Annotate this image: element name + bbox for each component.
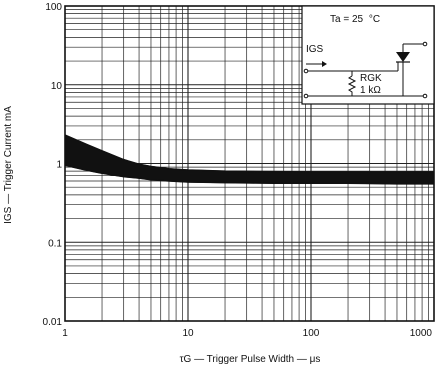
cathode-terminal-right [422,93,428,99]
trigger-current-band [64,134,435,185]
x-tick-label: 1 [62,328,68,339]
y-tick-label: 1 [56,160,62,171]
inset-box [301,5,435,105]
x-axis-label: τG — Trigger Pulse Width — μs [180,354,321,365]
x-tick-label: 10 [182,328,194,339]
x-tick-label: 100 [303,328,320,339]
y-tick-label: 10 [51,81,63,92]
tick-labels: 1 10 100 1000 100 10 1 0.1 0.01 [43,2,433,339]
y-tick-label: 0.01 [43,317,63,328]
cathode-terminal [303,93,309,99]
y-axis-label: IGS — Trigger Current mA [3,106,14,224]
series-line-band-upper [64,134,434,173]
current-arrowhead [322,61,327,67]
grid [65,6,434,321]
anode-terminal [422,41,428,47]
gate-terminal [303,68,309,74]
series-line-band-lower [64,164,434,185]
plot-frame [64,5,435,322]
inset-condition: Ta = 25 °C [330,14,380,25]
resistor-label: RGK [360,73,382,84]
resistor-value: 1 kΩ [360,85,381,96]
y-tick-label: 0.1 [48,238,62,249]
circuit-inset: Ta = 25 °C IGS RGK 1 kΩ [301,5,435,105]
y-tick-label: 100 [45,2,62,13]
resistor-icon [347,75,357,96]
thyristor-icon [396,52,410,62]
inset-current-label: IGS [306,44,324,55]
x-tick-label: 1000 [410,328,433,339]
